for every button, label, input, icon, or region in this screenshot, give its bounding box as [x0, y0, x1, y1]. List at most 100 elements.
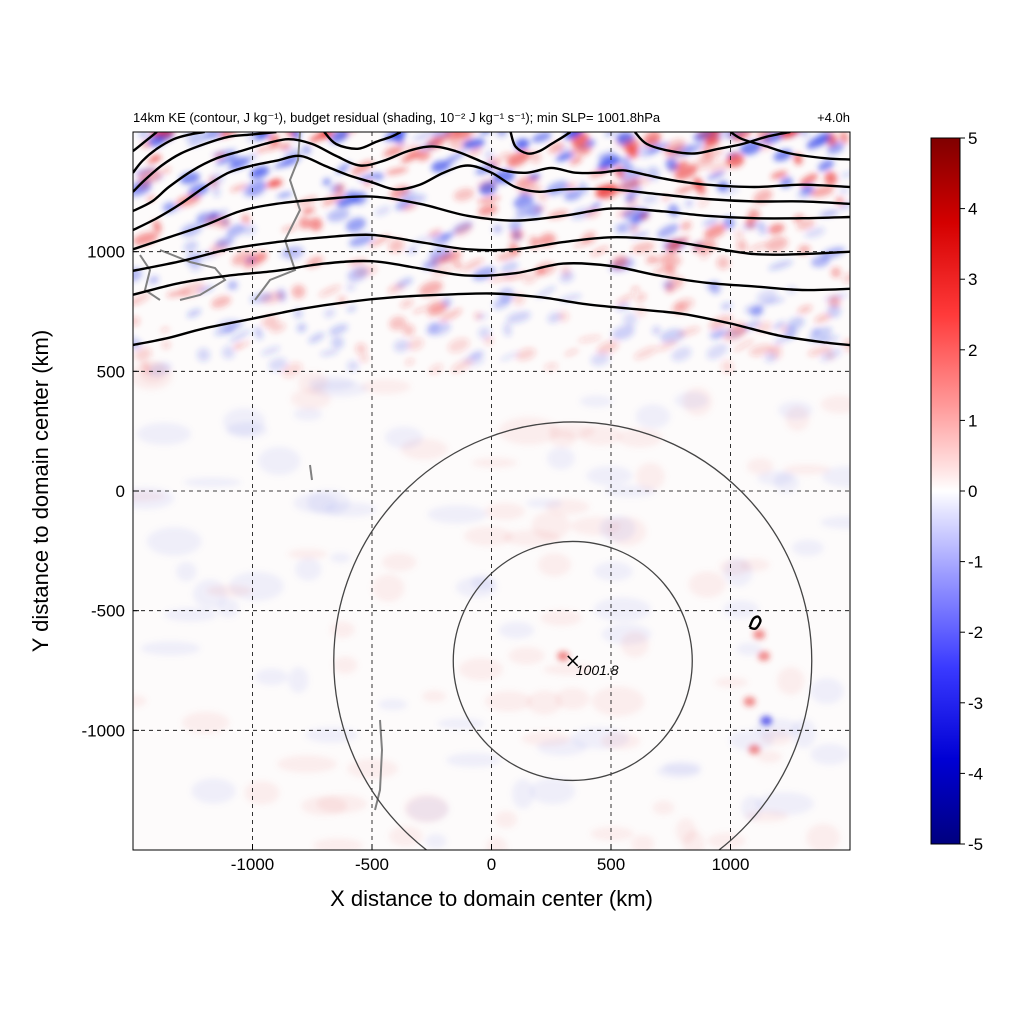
- shading-blob: [331, 336, 344, 350]
- shading-blob: [454, 223, 473, 236]
- shading-blob: [402, 203, 417, 211]
- shading-blob: [160, 327, 170, 333]
- shading-blob: [674, 391, 709, 409]
- x-tick-label: -1000: [231, 855, 274, 874]
- shading-blob: [488, 274, 512, 282]
- shading-blob: [346, 305, 357, 312]
- shading-blob: [384, 426, 424, 449]
- shading-blob: [478, 326, 491, 339]
- shading-blob: [544, 362, 559, 371]
- shading-blob: [656, 764, 701, 779]
- shading-blob: [760, 715, 773, 726]
- shading-blob: [484, 336, 494, 345]
- shading-blob: [714, 677, 749, 688]
- shading-blob: [664, 145, 685, 156]
- shading-blob: [276, 191, 293, 199]
- shading-blob: [478, 204, 498, 216]
- shading-blob: [241, 214, 251, 224]
- storm-center-label: 1001.8: [576, 662, 619, 678]
- shading-blob: [476, 178, 498, 191]
- shading-blob: [820, 395, 850, 414]
- shading-blob: [631, 834, 655, 850]
- shading-blob: [405, 358, 415, 366]
- shading-blob: [619, 156, 631, 167]
- shading-blob: [548, 423, 595, 439]
- shading-blob: [214, 328, 235, 336]
- shading-blob: [806, 133, 830, 150]
- shading-blob: [138, 132, 149, 140]
- shading-blob: [827, 142, 845, 154]
- shading-blob: [704, 223, 727, 239]
- shading-blob: [419, 280, 443, 297]
- shading-blob: [440, 250, 462, 264]
- ke-contour-line: [133, 154, 850, 232]
- shading-blob: [359, 354, 369, 363]
- shading-blob: [206, 584, 253, 597]
- shading-blob: [358, 172, 382, 181]
- colorbar-tick-label: -3: [968, 694, 983, 713]
- shading-blob: [498, 621, 535, 639]
- shading-blob: [375, 174, 385, 181]
- shading-blob: [461, 258, 484, 272]
- shading-blob: [811, 327, 821, 336]
- shading-blob: [601, 732, 641, 750]
- shading-blob: [437, 717, 485, 730]
- shading-blob: [291, 284, 306, 299]
- ke-contour-line: [133, 132, 158, 153]
- shading-blob: [748, 744, 761, 755]
- shading-blob: [622, 139, 641, 153]
- shading-blob: [820, 515, 850, 530]
- shading-blob: [308, 332, 325, 344]
- colorbar-tick-label: 0: [968, 482, 977, 501]
- y-tick-label: 1000: [87, 243, 125, 262]
- shading-blob: [389, 316, 407, 331]
- shading-blob: [320, 349, 339, 357]
- shading-blob: [161, 340, 171, 349]
- shading-blob: [662, 256, 682, 269]
- shading-blob: [468, 358, 485, 367]
- shading-blob: [402, 324, 415, 337]
- plot-title: 14km KE (contour, J kg⁻¹), budget residu…: [133, 110, 661, 125]
- shading-blob: [427, 504, 488, 524]
- shading-blob: [821, 465, 850, 488]
- ke-contour-line: [133, 137, 850, 213]
- shading-blob: [186, 308, 202, 318]
- shading-blob: [385, 167, 408, 175]
- ke-contour-line: [133, 132, 205, 174]
- shading-blob: [531, 511, 571, 540]
- shading-blob: [256, 146, 267, 153]
- x-tick-label: 0: [487, 855, 496, 874]
- shading-blob: [227, 280, 238, 290]
- shading-blob: [508, 220, 522, 233]
- shading-blob: [339, 162, 352, 170]
- shading-blob: [455, 132, 471, 139]
- shading-blob: [298, 217, 311, 230]
- shading-blob: [133, 694, 147, 708]
- shading-blob: [755, 791, 814, 816]
- shading-blob: [347, 266, 368, 282]
- x-axis-ticks: -1000 -500 0 500 1000: [231, 844, 749, 874]
- shading-blob: [246, 153, 257, 161]
- shading-blob: [261, 346, 281, 356]
- shading-blob: [671, 346, 692, 362]
- shading-blob: [324, 308, 336, 318]
- shading-blob: [334, 183, 345, 193]
- shading-blob: [447, 338, 470, 353]
- shading-blob: [217, 598, 239, 618]
- shading-blob: [328, 324, 349, 336]
- shading-blob: [665, 157, 678, 171]
- range-circle: [452, 540, 693, 782]
- shading-blob: [183, 477, 242, 488]
- shading-blob: [349, 234, 374, 247]
- shading-blob: [462, 138, 486, 149]
- shading-blob: [513, 194, 534, 209]
- shading-blob: [293, 407, 323, 421]
- shading-blob: [152, 220, 162, 234]
- colorbar-tick-label: -2: [968, 623, 983, 642]
- shading-blob: [604, 132, 614, 137]
- shading-blob: [535, 286, 556, 299]
- shading-blob: [723, 216, 735, 230]
- storm-center: 1001.8: [567, 655, 619, 678]
- shading-blob: [778, 401, 813, 420]
